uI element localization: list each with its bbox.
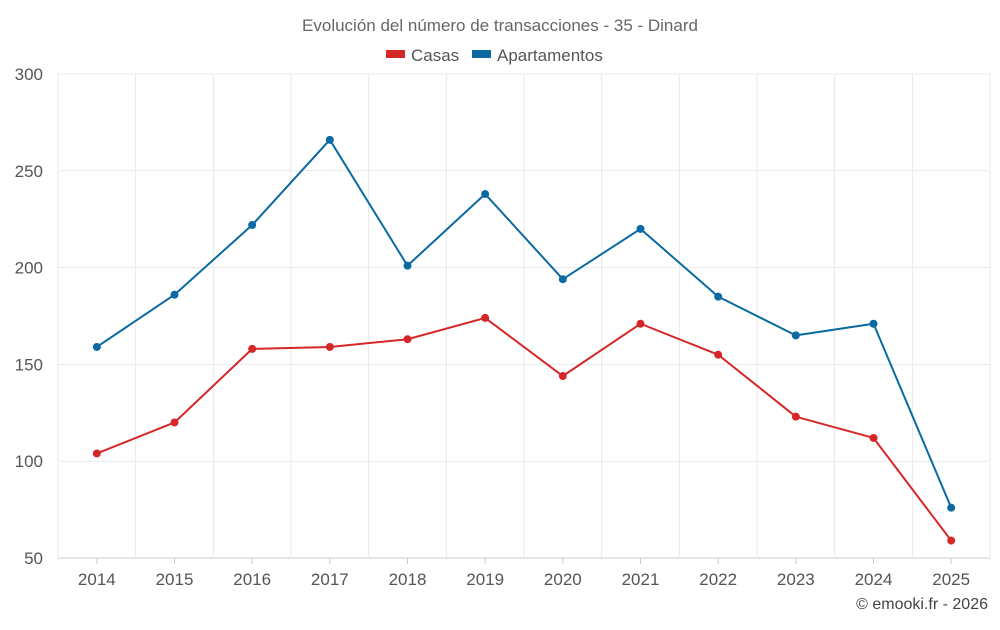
data-point-apartamentos[interactable]	[325, 135, 334, 144]
data-point-casas[interactable]	[558, 372, 567, 381]
legend-label-apartamentos: Apartamentos	[497, 46, 603, 65]
legend: Casas Apartamentos	[386, 46, 603, 65]
series	[92, 135, 956, 545]
y-tick-label: 250	[15, 162, 43, 181]
grid	[57, 73, 991, 559]
data-point-apartamentos[interactable]	[481, 190, 490, 199]
data-point-casas[interactable]	[481, 313, 490, 322]
data-point-casas[interactable]	[947, 536, 956, 545]
legend-item-apartamentos[interactable]: Apartamentos	[472, 46, 603, 65]
data-point-casas[interactable]	[325, 342, 334, 351]
data-point-casas[interactable]	[170, 418, 179, 427]
y-tick-label: 300	[15, 65, 43, 84]
x-tick-label: 2025	[932, 570, 970, 589]
x-tick-label: 2019	[466, 570, 504, 589]
axes: 50 100 150 200 250 300 2014 2015 2016 2017 2018 201…	[15, 65, 970, 589]
data-point-apartamentos[interactable]	[714, 292, 723, 301]
data-point-casas[interactable]	[92, 449, 101, 458]
data-point-casas[interactable]	[636, 319, 645, 328]
series-line-apartamentos	[96, 138, 953, 509]
y-tick-label: 200	[15, 259, 43, 278]
data-point-casas[interactable]	[869, 433, 878, 442]
y-tick-label: 100	[15, 452, 43, 471]
legend-swatch-apartamentos	[472, 50, 491, 58]
data-point-casas[interactable]	[791, 412, 800, 421]
x-tick-label: 2014	[78, 570, 116, 589]
credit-text: © emooki.fr - 2026	[856, 596, 988, 613]
x-tick-label: 2018	[389, 570, 427, 589]
data-point-apartamentos[interactable]	[636, 224, 645, 233]
data-point-apartamentos[interactable]	[170, 290, 179, 299]
data-point-apartamentos[interactable]	[248, 221, 257, 230]
data-point-apartamentos[interactable]	[558, 275, 567, 284]
x-tick-label: 2020	[544, 570, 582, 589]
series-line-casas	[96, 316, 952, 542]
data-point-casas[interactable]	[403, 335, 412, 344]
x-tick-label: 2015	[156, 570, 194, 589]
x-tick-label: 2016	[233, 570, 271, 589]
data-point-apartamentos[interactable]	[92, 342, 101, 351]
data-point-apartamentos[interactable]	[791, 331, 800, 340]
legend-item-casas[interactable]: Casas	[386, 46, 459, 65]
y-tick-label: 150	[15, 355, 43, 374]
x-tick-label: 2023	[777, 570, 815, 589]
data-point-apartamentos[interactable]	[869, 319, 878, 328]
chart-title: Evolución del número de transacciones - …	[302, 16, 698, 35]
data-point-casas[interactable]	[714, 350, 723, 359]
x-tick-label: 2022	[699, 570, 737, 589]
x-tick-label: 2021	[622, 570, 660, 589]
legend-label-casas: Casas	[411, 46, 459, 65]
x-tick-label: 2017	[311, 570, 349, 589]
data-point-apartamentos[interactable]	[403, 261, 412, 270]
data-point-casas[interactable]	[248, 344, 257, 353]
legend-swatch-casas	[386, 50, 405, 58]
series-apartamentos	[92, 135, 956, 512]
series-casas	[92, 313, 956, 545]
y-tick-label: 50	[24, 549, 43, 568]
x-tick-label: 2024	[855, 570, 893, 589]
data-point-apartamentos[interactable]	[947, 503, 956, 512]
